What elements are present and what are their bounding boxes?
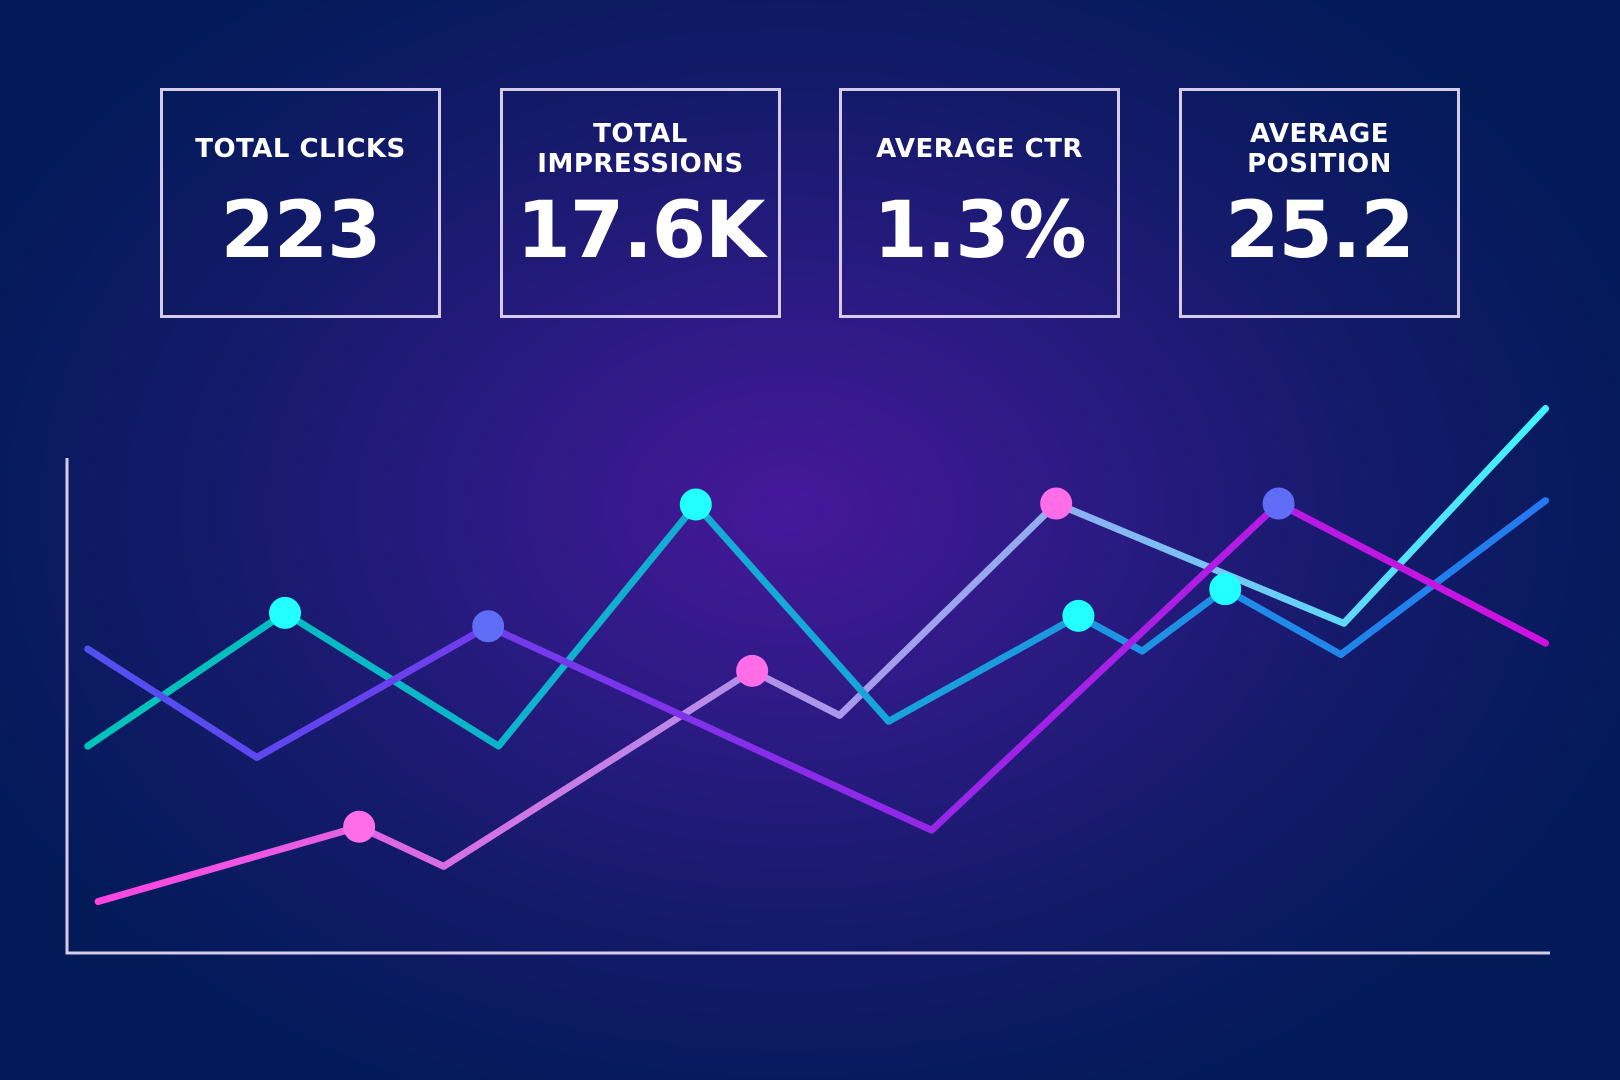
series-line-3 [84, 500, 1550, 834]
data-point-marker [1262, 487, 1295, 520]
kpi-label: TOTAL IMPRESSIONS [537, 119, 744, 179]
kpi-label: TOTAL CLICKS [195, 134, 406, 164]
series-line-1 [94, 405, 1550, 906]
kpi-card-total-clicks: TOTAL CLICKS 223 [160, 88, 441, 318]
kpi-card-average-ctr: AVERAGE CTR 1.3% [839, 88, 1120, 318]
data-point-marker [1209, 573, 1242, 606]
data-point-marker [1040, 487, 1073, 520]
kpi-label: AVERAGE CTR [876, 134, 1083, 164]
kpi-label: AVERAGE POSITION [1247, 119, 1392, 179]
data-point-marker [679, 488, 712, 521]
kpi-value: 223 [220, 186, 382, 276]
kpi-value: 25.2 [1225, 186, 1414, 276]
data-point-marker [269, 596, 302, 629]
data-point-marker [1062, 599, 1095, 632]
kpi-card-average-position: AVERAGE POSITION 25.2 [1179, 88, 1460, 318]
data-point-marker [472, 610, 505, 643]
kpi-card-total-impressions: TOTAL IMPRESSIONS 17.6K [500, 88, 781, 318]
kpi-value: 17.6K [516, 186, 766, 276]
series-line-2 [84, 497, 1550, 750]
data-point-marker [736, 654, 769, 687]
kpi-value: 1.3% [873, 186, 1086, 276]
data-point-marker [343, 810, 376, 843]
chart-axes [65, 458, 1550, 955]
